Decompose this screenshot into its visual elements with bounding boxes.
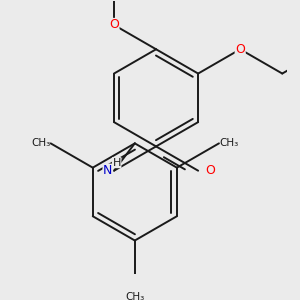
- Text: O: O: [235, 43, 245, 56]
- Text: O: O: [109, 19, 119, 32]
- Text: CH₃: CH₃: [219, 138, 238, 148]
- Text: H: H: [112, 158, 121, 168]
- Text: N: N: [103, 164, 112, 177]
- Text: CH₃: CH₃: [32, 138, 51, 148]
- Text: CH₃: CH₃: [125, 292, 144, 300]
- Text: O: O: [206, 164, 216, 177]
